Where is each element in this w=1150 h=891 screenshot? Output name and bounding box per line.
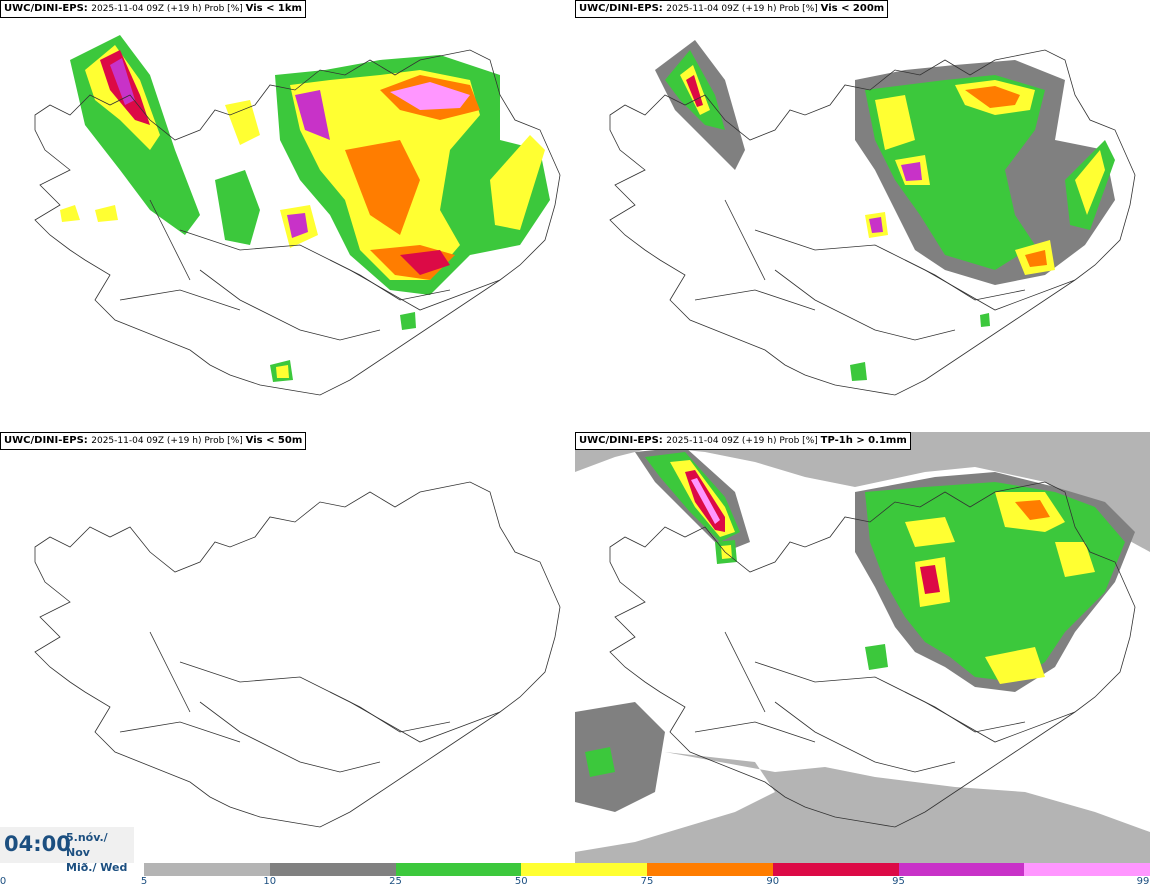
panel-title: UWC/DINI-EPS: 2025-11-04 09Z (+19 h) Pro… — [575, 432, 911, 450]
probability-field — [575, 432, 1150, 863]
colorbar-segment — [647, 863, 774, 876]
colorbar-segment — [521, 863, 648, 876]
panel-title: UWC/DINI-EPS: 2025-11-04 09Z (+19 h) Pro… — [0, 0, 306, 18]
model-name: UWC/DINI-EPS — [579, 435, 659, 446]
iceland-map — [609, 40, 1136, 396]
map-panel-vis-1km: UWC/DINI-EPS: 2025-11-04 09Z (+19 h) Pro… — [0, 0, 575, 431]
model-name: UWC/DINI-EPS — [4, 3, 84, 14]
run-info: 2025-11-04 09Z (+19 h) Prob [%] — [91, 436, 243, 446]
colorbar-segment — [898, 863, 1025, 876]
probability-colorbar — [144, 863, 1150, 876]
iceland-coastline — [34, 481, 561, 828]
map-panel-precip: UWC/DINI-EPS: 2025-11-04 09Z (+19 h) Pro… — [575, 432, 1150, 863]
panel-title: UWC/DINI-EPS: 2025-11-04 09Z (+19 h) Pro… — [0, 432, 307, 450]
run-info: 2025-11-04 09Z (+19 h) Prob [%] — [91, 4, 243, 14]
map-panel-vis-50m: UWC/DINI-EPS: 2025-11-04 09Z (+19 h) Pro… — [0, 432, 575, 863]
probability-field — [60, 35, 550, 382]
colorbar-tick-label: 0 — [0, 876, 7, 887]
model-name: UWC/DINI-EPS — [4, 435, 84, 446]
colorbar-segment — [269, 863, 396, 876]
colorbar-tick-label: 75 — [640, 876, 654, 887]
colorbar-segment — [144, 863, 271, 876]
colorbar-tick-label: 95 — [892, 876, 905, 887]
valid-weekday-label: Mið./ Wed — [66, 861, 128, 874]
iceland-map — [34, 35, 561, 396]
variable-name: Vis < 200m — [820, 3, 885, 14]
colorbar-tick-label: 25 — [389, 876, 402, 887]
valid-time: 04:00 — [4, 832, 71, 856]
colorbar-tick-label: 90 — [766, 876, 780, 887]
iceland-map — [34, 481, 561, 828]
iceland-coastline — [34, 49, 561, 396]
model-name: UWC/DINI-EPS — [579, 3, 659, 14]
colorbar-segment — [395, 863, 522, 876]
colorbar-tick-label: 50 — [514, 876, 528, 887]
colorbar-tick-label: 5 — [140, 876, 148, 887]
variable-name: Vis < 50m — [245, 435, 303, 446]
iceland-coastline — [609, 49, 1136, 396]
colorbar-tick-label: 10 — [263, 876, 277, 887]
colorbar-segment — [1024, 863, 1150, 876]
map-panel-vis-200m: UWC/DINI-EPS: 2025-11-04 09Z (+19 h) Pro… — [575, 0, 1150, 431]
run-info: 2025-11-04 09Z (+19 h) Prob [%] — [666, 4, 818, 14]
iceland-coastline — [609, 481, 1136, 828]
iceland-map — [575, 432, 1150, 863]
valid-time-box: 04:00 5.nóv./ Nov Mið./ Wed — [0, 827, 134, 874]
colorbar-tick-label: 99 — [1136, 876, 1150, 887]
probability-field — [655, 40, 1115, 381]
variable-name: TP-1h > 0.1mm — [820, 435, 907, 446]
variable-name: Vis < 1km — [245, 3, 302, 14]
valid-date: 5.nóv./ Nov Mið./ Wed — [66, 830, 134, 875]
panel-title: UWC/DINI-EPS: 2025-11-04 09Z (+19 h) Pro… — [575, 0, 889, 18]
valid-date-label: 5.nóv./ Nov — [66, 831, 108, 859]
colorbar-segment — [772, 863, 899, 876]
run-info: 2025-11-04 09Z (+19 h) Prob [%] — [666, 436, 818, 446]
